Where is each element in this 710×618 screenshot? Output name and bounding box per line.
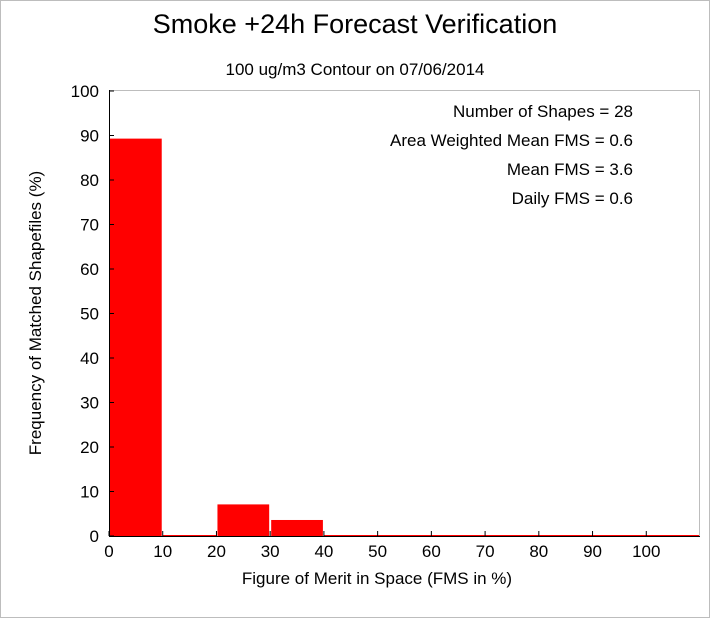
plot-area-border (109, 90, 700, 537)
x-tick-label: 40 (314, 542, 333, 561)
bars-layer (110, 138, 700, 537)
stats-annotation: Mean FMS = 3.6 (507, 160, 633, 179)
y-tick-label: 100 (71, 82, 99, 101)
y-tick-label: 20 (80, 438, 99, 457)
stats-annotation: Number of Shapes = 28 (453, 102, 633, 121)
x-tick-label: 20 (207, 542, 226, 561)
x-tick-label: 60 (422, 542, 441, 561)
chart-subtitle: 100 ug/m3 Contour on 07/06/2014 (225, 60, 485, 79)
y-tick-label: 0 (90, 527, 99, 546)
y-tick-label: 60 (80, 260, 99, 279)
annotations-layer: Number of Shapes = 28 Area Weighted Mean … (390, 102, 633, 208)
histogram-bar-0 (110, 138, 162, 537)
x-tick-label: 30 (261, 542, 280, 561)
y-tick-label: 40 (80, 349, 99, 368)
y-tick-label: 70 (80, 216, 99, 235)
x-tick-label: 10 (153, 542, 172, 561)
y-tick-label: 10 (80, 483, 99, 502)
stats-annotation: Area Weighted Mean FMS = 0.6 (390, 131, 633, 150)
x-axis-label: Figure of Merit in Space (FMS in %) (242, 569, 512, 588)
stats-annotation: Daily FMS = 0.6 (512, 189, 633, 208)
chart-title: Smoke +24h Forecast Verification (152, 9, 558, 39)
x-tick-label: 50 (368, 542, 387, 561)
y-tick-label: 30 (80, 394, 99, 413)
y-tick-label: 80 (80, 171, 99, 190)
y-tick-label: 50 (80, 305, 99, 324)
histogram-bar-30 (271, 519, 323, 536)
y-tick-label: 90 (80, 127, 99, 146)
x-tick-label: 90 (583, 542, 602, 561)
x-tick-label: 0 (104, 542, 113, 561)
y-axis-label: Frequency of Matched Shapefiles (%) (26, 171, 45, 455)
x-tick-label: 70 (476, 542, 495, 561)
x-tick-label: 80 (529, 542, 548, 561)
histogram-bar-20 (217, 504, 270, 536)
x-tick-label: 100 (632, 542, 660, 561)
ticks-layer: 0 10 20 30 40 50 60 70 80 90 100 0 10 20 30 40 50 60 70 80 9… (71, 82, 661, 561)
